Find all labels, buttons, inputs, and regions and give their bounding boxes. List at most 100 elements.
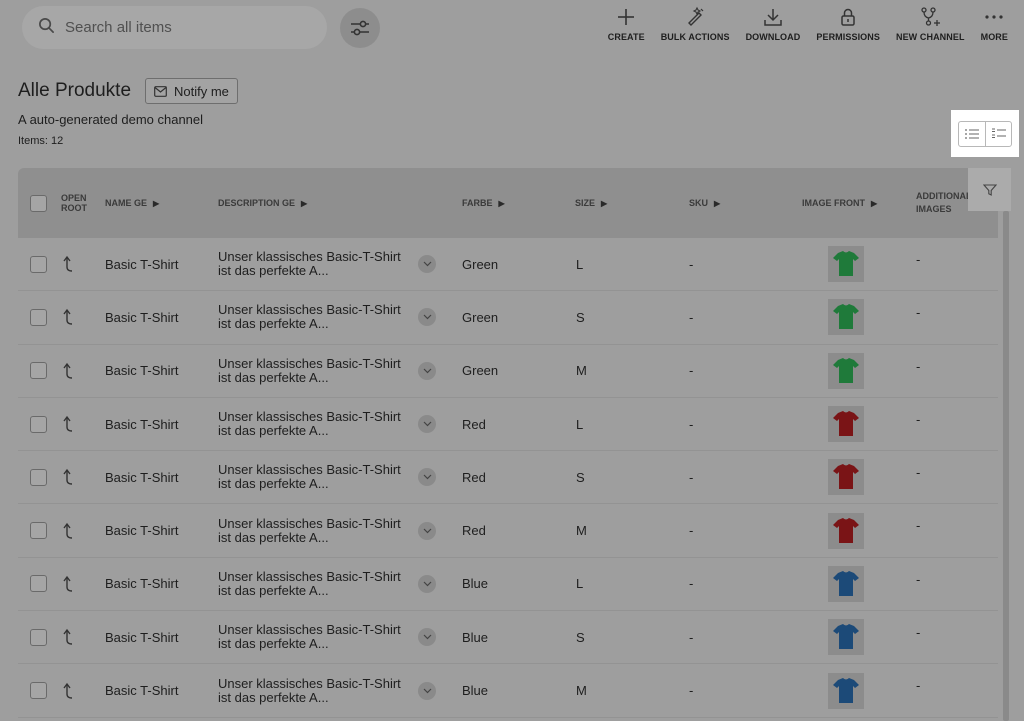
product-image-thumbnail[interactable] (828, 406, 864, 443)
sku-cell: - (689, 504, 693, 556)
expand-description-button[interactable] (418, 398, 436, 450)
additional-images-cell: - (916, 291, 920, 343)
column-filter-button[interactable] (968, 168, 1011, 211)
search-input[interactable]: Search all items (65, 19, 172, 36)
expand-description-button[interactable] (418, 238, 436, 290)
row-checkbox[interactable] (30, 468, 47, 486)
sku-cell: - (689, 664, 693, 716)
row-checkbox[interactable] (30, 362, 47, 380)
product-image-thumbnail[interactable] (828, 512, 864, 549)
col-description[interactable]: DESCRIPTION GE ▶ (218, 168, 307, 238)
create-button[interactable]: CREATE (600, 6, 653, 50)
table-row[interactable]: Basic T-Shirt Unser klassisches Basic-T-… (18, 504, 998, 558)
description-cell: Unser klassisches Basic-T-Shirt ist das … (218, 398, 408, 450)
row-checkbox[interactable] (30, 255, 47, 273)
download-button[interactable]: DOWNLOAD (738, 6, 809, 50)
description-cell: Unser klassisches Basic-T-Shirt ist das … (218, 238, 408, 290)
row-checkbox[interactable] (30, 308, 47, 326)
expand-description-button[interactable] (418, 558, 436, 610)
table-row[interactable]: Basic T-Shirt Unser klassisches Basic-T-… (18, 398, 998, 452)
search-icon (38, 17, 55, 39)
detail-list-icon (991, 128, 1006, 138)
table-body: Basic T-Shirt Unser klassisches Basic-T-… (18, 238, 998, 718)
col-additional-images-label: ADDITIONAL IMAGES (916, 191, 972, 214)
title-row: Alle Produkte Notify me (18, 78, 238, 104)
search-bar[interactable]: Search all items (22, 6, 327, 49)
permissions-button[interactable]: PERMISSIONS (808, 6, 888, 50)
expand-description-button[interactable] (418, 451, 436, 503)
product-image-thumbnail[interactable] (828, 352, 864, 389)
expand-description-button[interactable] (418, 504, 436, 556)
bulk-actions-button[interactable]: BULK ACTIONS (653, 6, 738, 50)
col-size[interactable]: SIZE ▶ (575, 168, 607, 238)
sort-arrow-icon[interactable]: ▶ (871, 198, 878, 208)
new-channel-button[interactable]: NEW CHANNEL (888, 6, 973, 50)
col-image-front[interactable]: IMAGE FRONT ▶ (802, 168, 877, 238)
product-image-thumbnail[interactable] (828, 246, 864, 283)
size-cell: M (576, 664, 587, 716)
open-root-button[interactable] (62, 345, 76, 397)
additional-images-value: - (916, 305, 921, 321)
col-open-root[interactable]: OPEN ROOT (61, 168, 97, 238)
col-additional-images[interactable]: ADDITIONAL IMAGES (916, 168, 976, 238)
vertical-scrollbar[interactable] (1003, 211, 1009, 721)
row-select-cell (30, 291, 47, 343)
table-row[interactable]: Basic T-Shirt Unser klassisches Basic-T-… (18, 611, 998, 665)
table-row[interactable]: Basic T-Shirt Unser klassisches Basic-T-… (18, 238, 998, 292)
magic-pen-icon (688, 6, 704, 26)
open-root-button[interactable] (62, 451, 76, 503)
col-sku[interactable]: SKU ▶ (689, 168, 720, 238)
expand-description-button[interactable] (418, 664, 436, 716)
open-root-button[interactable] (62, 291, 76, 343)
sort-arrow-icon[interactable]: ▶ (498, 198, 505, 208)
additional-images-value: - (916, 358, 921, 374)
product-image-thumbnail[interactable] (828, 299, 864, 336)
product-description: Unser klassisches Basic-T-Shirt ist das … (218, 409, 401, 439)
table-row[interactable]: Basic T-Shirt Unser klassisches Basic-T-… (18, 558, 998, 612)
view-toggle (951, 110, 1019, 157)
row-checkbox[interactable] (30, 682, 47, 700)
expand-description-button[interactable] (418, 611, 436, 663)
list-view-button[interactable] (959, 122, 985, 146)
image-front-cell (828, 238, 864, 290)
page-title: Alle Produkte (18, 80, 132, 101)
row-checkbox[interactable] (30, 575, 47, 593)
product-image-thumbnail[interactable] (828, 672, 864, 709)
select-all-checkbox[interactable] (30, 194, 47, 212)
more-button[interactable]: MORE (973, 6, 1016, 50)
sort-arrow-icon[interactable]: ▶ (153, 198, 160, 208)
table-row[interactable]: Basic T-Shirt Unser klassisches Basic-T-… (18, 345, 998, 398)
open-root-button[interactable] (62, 558, 76, 610)
product-image-thumbnail[interactable] (828, 565, 864, 602)
col-farbe[interactable]: FARBE ▶ (462, 168, 505, 238)
open-root-button[interactable] (62, 611, 76, 663)
col-name[interactable]: NAME GE ▶ (105, 168, 159, 238)
sort-arrow-icon[interactable]: ▶ (301, 198, 308, 208)
table-row[interactable]: Basic T-Shirt Unser klassisches Basic-T-… (18, 291, 998, 345)
open-root-button[interactable] (62, 238, 76, 290)
table-row[interactable]: Basic T-Shirt Unser klassisches Basic-T-… (18, 664, 998, 718)
open-root-button[interactable] (62, 504, 76, 556)
list-view-icon (965, 128, 979, 139)
open-root-button[interactable] (62, 398, 76, 450)
sort-arrow-icon[interactable]: ▶ (601, 198, 608, 208)
plus-icon (618, 9, 635, 25)
product-image-thumbnail[interactable] (828, 459, 864, 496)
expand-description-button[interactable] (418, 291, 436, 343)
row-checkbox[interactable] (30, 522, 47, 540)
sort-arrow-icon[interactable]: ▶ (714, 198, 721, 208)
row-checkbox[interactable] (30, 415, 47, 433)
product-sku: - (689, 523, 694, 539)
size-cell: L (576, 398, 583, 450)
table-row[interactable]: Basic T-Shirt Unser klassisches Basic-T-… (18, 451, 998, 505)
search-filter-button[interactable] (340, 8, 380, 48)
open-root-button[interactable] (62, 664, 76, 716)
detail-view-button[interactable] (985, 121, 1011, 146)
size-cell: L (576, 238, 583, 290)
image-front-cell (828, 504, 864, 556)
expand-description-button[interactable] (418, 345, 436, 397)
notify-me-button[interactable]: Notify me (145, 78, 238, 104)
product-image-thumbnail[interactable] (828, 619, 864, 656)
farbe-cell: Green (462, 238, 498, 290)
row-checkbox[interactable] (30, 628, 47, 646)
